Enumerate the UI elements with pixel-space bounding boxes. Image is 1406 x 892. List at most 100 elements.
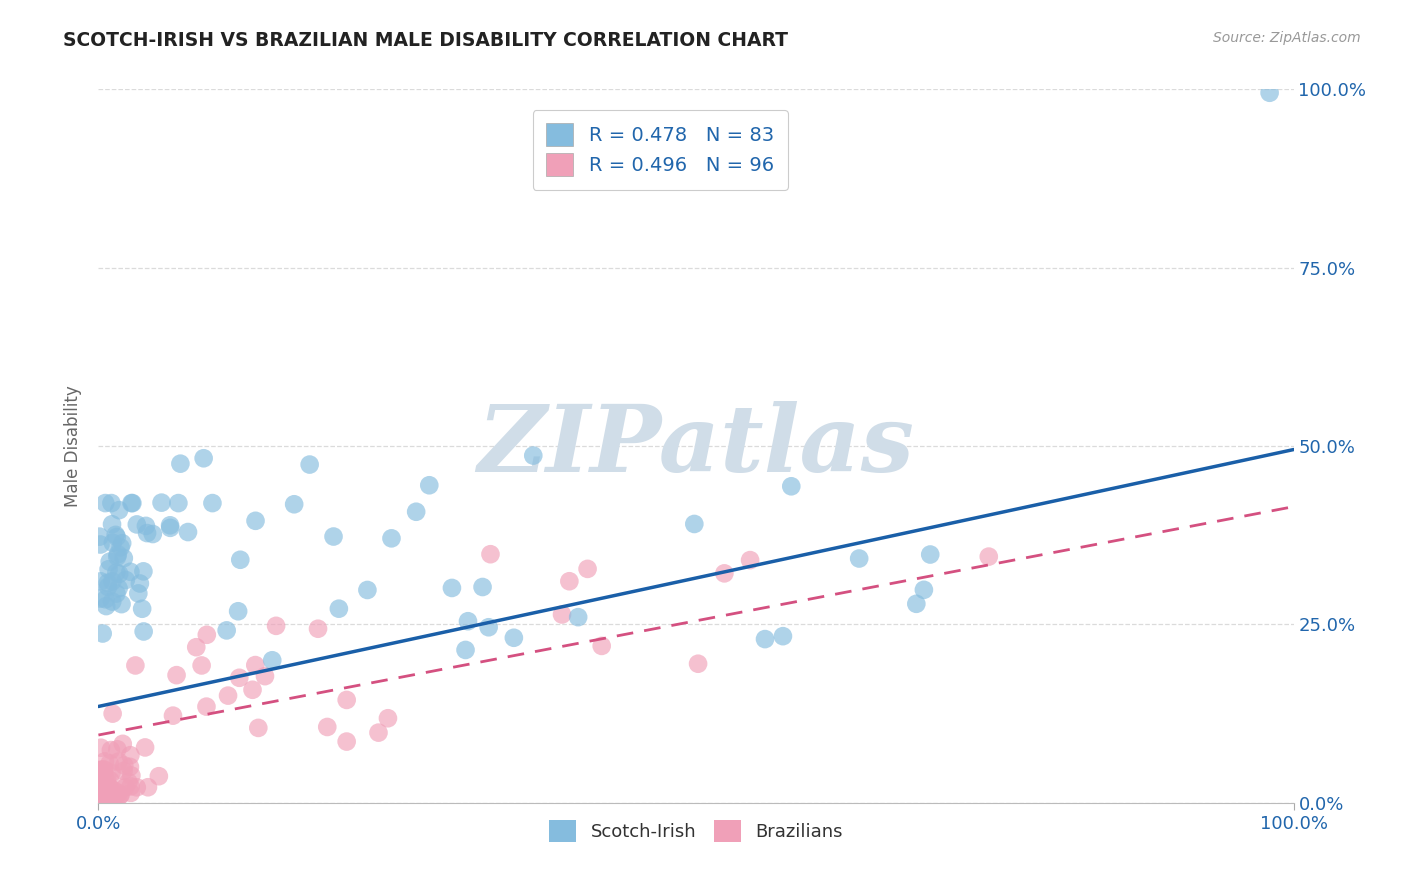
- Point: [89, 772, 111, 786]
- Point: [336, 734, 359, 748]
- Point: [96, 599, 118, 613]
- Point: [131, 601, 153, 615]
- Point: [245, 514, 267, 528]
- Point: [336, 693, 359, 707]
- Point: [127, 586, 149, 600]
- Point: [105, 790, 128, 805]
- Point: [101, 535, 124, 549]
- Point: [471, 580, 494, 594]
- Point: [380, 532, 402, 546]
- Point: [97, 575, 120, 590]
- Point: [112, 758, 135, 772]
- Point: [686, 657, 709, 671]
- Point: [103, 783, 125, 797]
- Point: [89, 793, 111, 807]
- Point: [90, 740, 112, 755]
- Point: [89, 795, 111, 809]
- Point: [98, 773, 121, 788]
- Point: [162, 708, 184, 723]
- Point: [105, 530, 128, 544]
- Text: ZIPatlas: ZIPatlas: [478, 401, 914, 491]
- Point: [120, 786, 142, 800]
- Point: [229, 553, 252, 567]
- Point: [110, 597, 132, 611]
- Point: [90, 791, 112, 805]
- Point: [114, 780, 136, 795]
- Point: [107, 582, 129, 596]
- Point: [93, 763, 115, 777]
- Point: [107, 547, 129, 561]
- Point: [110, 541, 132, 555]
- Point: [136, 526, 159, 541]
- Point: [107, 755, 129, 769]
- Point: [125, 780, 148, 795]
- Point: [264, 619, 287, 633]
- Point: [848, 551, 870, 566]
- Point: [322, 529, 344, 543]
- Point: [120, 565, 142, 579]
- Point: [89, 767, 111, 781]
- Y-axis label: Male Disability: Male Disability: [65, 385, 83, 507]
- Point: [101, 574, 124, 589]
- Point: [101, 790, 124, 805]
- Point: [125, 517, 148, 532]
- Point: [253, 669, 276, 683]
- Point: [97, 562, 120, 576]
- Point: [98, 756, 121, 771]
- Point: [193, 451, 215, 466]
- Point: [121, 496, 143, 510]
- Point: [91, 783, 114, 797]
- Point: [120, 768, 142, 782]
- Point: [89, 530, 111, 544]
- Point: [91, 774, 114, 789]
- Point: [111, 536, 134, 550]
- Point: [112, 764, 135, 778]
- Point: [780, 479, 803, 493]
- Point: [89, 763, 111, 777]
- Point: [100, 743, 122, 757]
- Point: [108, 503, 131, 517]
- Point: [89, 764, 111, 778]
- Point: [905, 597, 928, 611]
- Point: [522, 449, 544, 463]
- Text: Source: ZipAtlas.com: Source: ZipAtlas.com: [1213, 31, 1361, 45]
- Point: [97, 792, 120, 806]
- Point: [478, 620, 501, 634]
- Point: [316, 720, 339, 734]
- Point: [96, 771, 118, 785]
- Point: [89, 789, 111, 804]
- Point: [683, 516, 706, 531]
- Point: [150, 495, 173, 509]
- Point: [247, 721, 270, 735]
- Point: [94, 788, 117, 802]
- Point: [772, 629, 794, 643]
- Point: [457, 614, 479, 628]
- Point: [94, 787, 117, 801]
- Point: [977, 549, 1000, 564]
- Point: [107, 786, 129, 800]
- Point: [89, 779, 111, 793]
- Point: [100, 496, 122, 510]
- Point: [713, 566, 735, 581]
- Point: [93, 794, 115, 808]
- Point: [148, 769, 170, 783]
- Point: [91, 626, 114, 640]
- Point: [104, 528, 127, 542]
- Point: [920, 548, 942, 562]
- Point: [440, 581, 463, 595]
- Point: [110, 788, 132, 802]
- Point: [228, 671, 250, 685]
- Point: [177, 524, 200, 539]
- Point: [89, 790, 111, 805]
- Point: [91, 794, 114, 808]
- Point: [134, 740, 156, 755]
- Point: [356, 582, 378, 597]
- Point: [89, 537, 111, 551]
- Point: [283, 497, 305, 511]
- Point: [132, 565, 155, 579]
- Point: [120, 780, 142, 794]
- Point: [128, 576, 150, 591]
- Point: [142, 527, 165, 541]
- Point: [217, 689, 239, 703]
- Point: [90, 574, 112, 589]
